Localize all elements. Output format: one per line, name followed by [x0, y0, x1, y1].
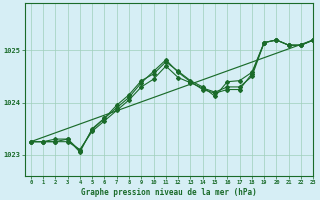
- X-axis label: Graphe pression niveau de la mer (hPa): Graphe pression niveau de la mer (hPa): [81, 188, 257, 197]
